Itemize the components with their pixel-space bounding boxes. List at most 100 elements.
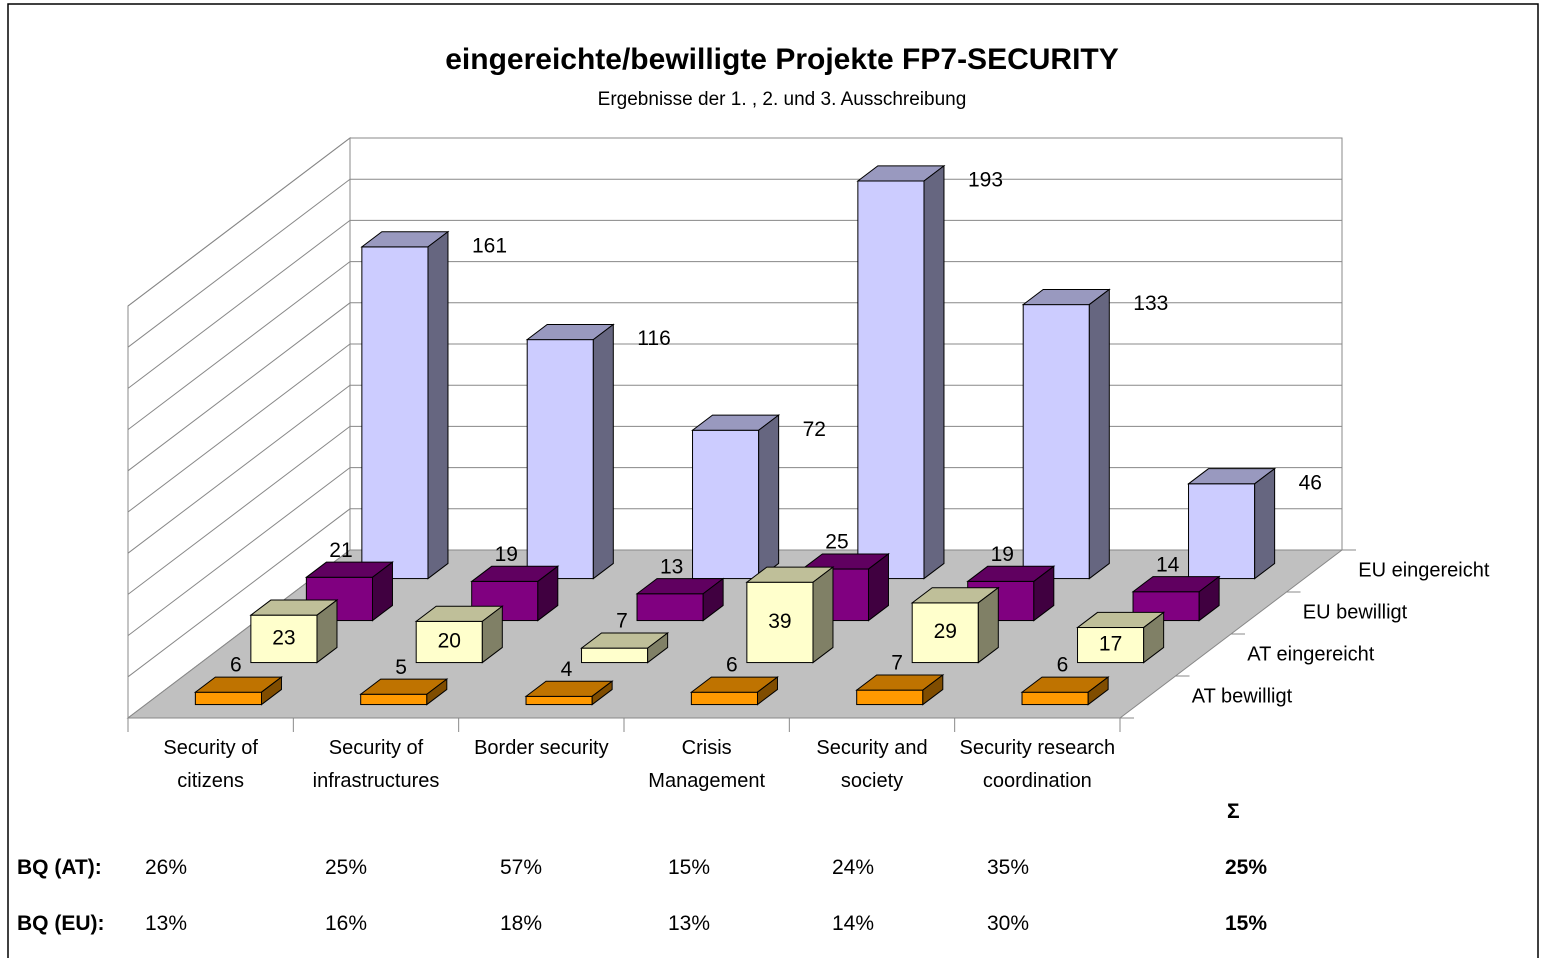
bar-side [371, 561, 393, 622]
data-label: 17 [1099, 633, 1122, 656]
table-cell: 14% [832, 912, 875, 935]
bar-side [1033, 565, 1055, 622]
bar [359, 678, 449, 706]
bar-side [1198, 575, 1220, 622]
grid-line [127, 508, 1342, 678]
data-label: 29 [934, 620, 957, 643]
chart-title: eingereichte/bewilligte Projekte FP7-SEC… [445, 43, 1119, 76]
bar [1187, 467, 1277, 580]
table-cell: 30% [987, 912, 1030, 935]
bar-front [305, 576, 373, 622]
bar-front [856, 689, 924, 706]
bar-front [857, 180, 925, 580]
table-cell: 57% [500, 856, 543, 879]
bar [193, 676, 283, 706]
bar-front [746, 581, 814, 664]
bar [1076, 611, 1166, 664]
legend-label: EU bewilligt [1303, 601, 1408, 623]
bar-side [647, 632, 669, 664]
bar [745, 566, 835, 664]
bar-side [592, 323, 614, 580]
grid-line [127, 137, 1342, 307]
bar [414, 605, 504, 664]
bar [855, 674, 945, 706]
chart-subtitle: Ergebnisse der 1. , 2. und 3. Ausschreib… [598, 89, 967, 110]
bar-side [758, 414, 780, 580]
bar-side [1087, 676, 1109, 706]
bar [689, 676, 779, 706]
bar-front [581, 647, 649, 664]
bar-front [690, 691, 758, 706]
grid-line [127, 425, 1342, 595]
data-label: 6 [230, 654, 242, 677]
grid-line [127, 467, 1342, 636]
data-label: 23 [272, 626, 295, 649]
bar-side [977, 586, 999, 664]
bar-side [922, 674, 944, 706]
grid-line [127, 219, 1342, 389]
data-label: 193 [968, 169, 1003, 192]
data-label: 7 [616, 610, 628, 633]
bar [249, 599, 339, 664]
grid-line [127, 261, 1342, 430]
legend-label: AT eingereicht [1247, 643, 1375, 665]
data-label: 5 [395, 656, 407, 679]
bar-front [1021, 691, 1089, 706]
bar-side [812, 566, 834, 664]
bar-side [260, 676, 282, 706]
bar-side [591, 680, 613, 706]
data-label: 13 [660, 555, 683, 578]
x-tick-label: Border security [474, 737, 609, 759]
bar-front [1022, 304, 1090, 580]
data-label: 4 [561, 658, 573, 681]
bar-front [636, 593, 704, 622]
bar-side [1254, 467, 1276, 580]
x-tick-label: Security research coordination [959, 737, 1116, 792]
data-label: 14 [1156, 553, 1180, 576]
legend-label: EU eingereicht [1358, 559, 1490, 581]
bar-front [361, 246, 429, 580]
bar-side [1143, 611, 1165, 664]
data-label: 133 [1133, 292, 1168, 315]
bar [1021, 288, 1111, 580]
bar-front [692, 429, 760, 580]
sum-header: Σ [1227, 800, 1240, 823]
grid-line [127, 343, 1342, 513]
bar [360, 230, 450, 580]
table-cell: 15% [668, 856, 711, 879]
bar-front [194, 691, 262, 706]
bar [304, 561, 394, 622]
data-label: 72 [803, 418, 826, 441]
bar [910, 586, 1000, 664]
table-cell: 24% [832, 856, 875, 879]
data-label: 116 [637, 327, 670, 350]
table-cell: 25% [325, 856, 368, 879]
data-label: 161 [472, 234, 507, 257]
bar-side [756, 676, 778, 706]
grid-line [127, 302, 1342, 472]
bar-side [316, 599, 338, 664]
bar [856, 164, 946, 580]
table-cell: 26% [145, 856, 188, 879]
bar [470, 565, 560, 622]
bar-side [537, 565, 559, 622]
bar-side [1088, 288, 1110, 580]
row-total: 15% [1225, 912, 1268, 935]
bar-side [427, 230, 449, 580]
data-label: 25 [825, 531, 848, 554]
bar-front [1077, 627, 1145, 664]
data-label: 20 [438, 630, 461, 653]
bar-side [923, 164, 945, 580]
data-label: 6 [1057, 654, 1069, 677]
table-cell: 13% [145, 912, 188, 935]
x-tick-label: Security of infrastructures [312, 737, 440, 792]
bar-front [525, 695, 593, 706]
bar-front [526, 339, 594, 580]
bar-side [702, 577, 724, 622]
bar-side [867, 552, 889, 622]
x-tick-label: Security and society [816, 737, 928, 792]
data-label: 19 [495, 543, 518, 566]
bar-side [481, 605, 503, 664]
